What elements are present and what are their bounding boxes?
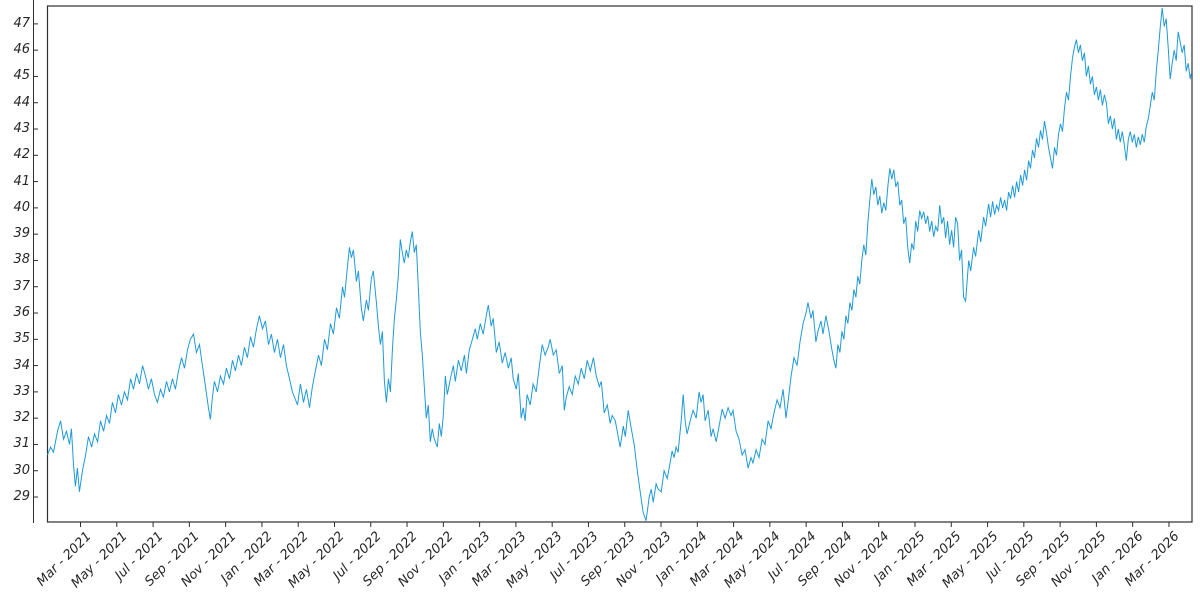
- y-tick-label: 34: [13, 357, 30, 373]
- price-series-line: [47, 8, 1192, 521]
- y-tick-label: 39: [13, 226, 30, 242]
- y-tick-label: 45: [13, 68, 30, 84]
- y-tick-label: 35: [13, 331, 30, 347]
- y-tick-label: 46: [13, 42, 30, 58]
- y-tick-label: 37: [13, 278, 30, 294]
- y-tick-label: 40: [13, 199, 30, 215]
- y-tick-label: 42: [13, 147, 30, 163]
- y-tick-label: 38: [13, 252, 30, 268]
- y-tick-label: 29: [13, 489, 30, 505]
- y-tick-label: 33: [13, 383, 30, 399]
- y-tick-label: 47: [13, 15, 30, 31]
- y-tick-label: 31: [13, 436, 30, 452]
- y-tick-label: 30: [13, 462, 30, 478]
- y-tick-label: 36: [13, 305, 30, 321]
- y-tick-label: 32: [13, 410, 30, 426]
- y-tick-label: 44: [13, 94, 30, 110]
- y-tick-label: 43: [13, 121, 30, 137]
- y-tick-label: 41: [13, 173, 30, 189]
- plot-area-border: [46, 5, 1193, 523]
